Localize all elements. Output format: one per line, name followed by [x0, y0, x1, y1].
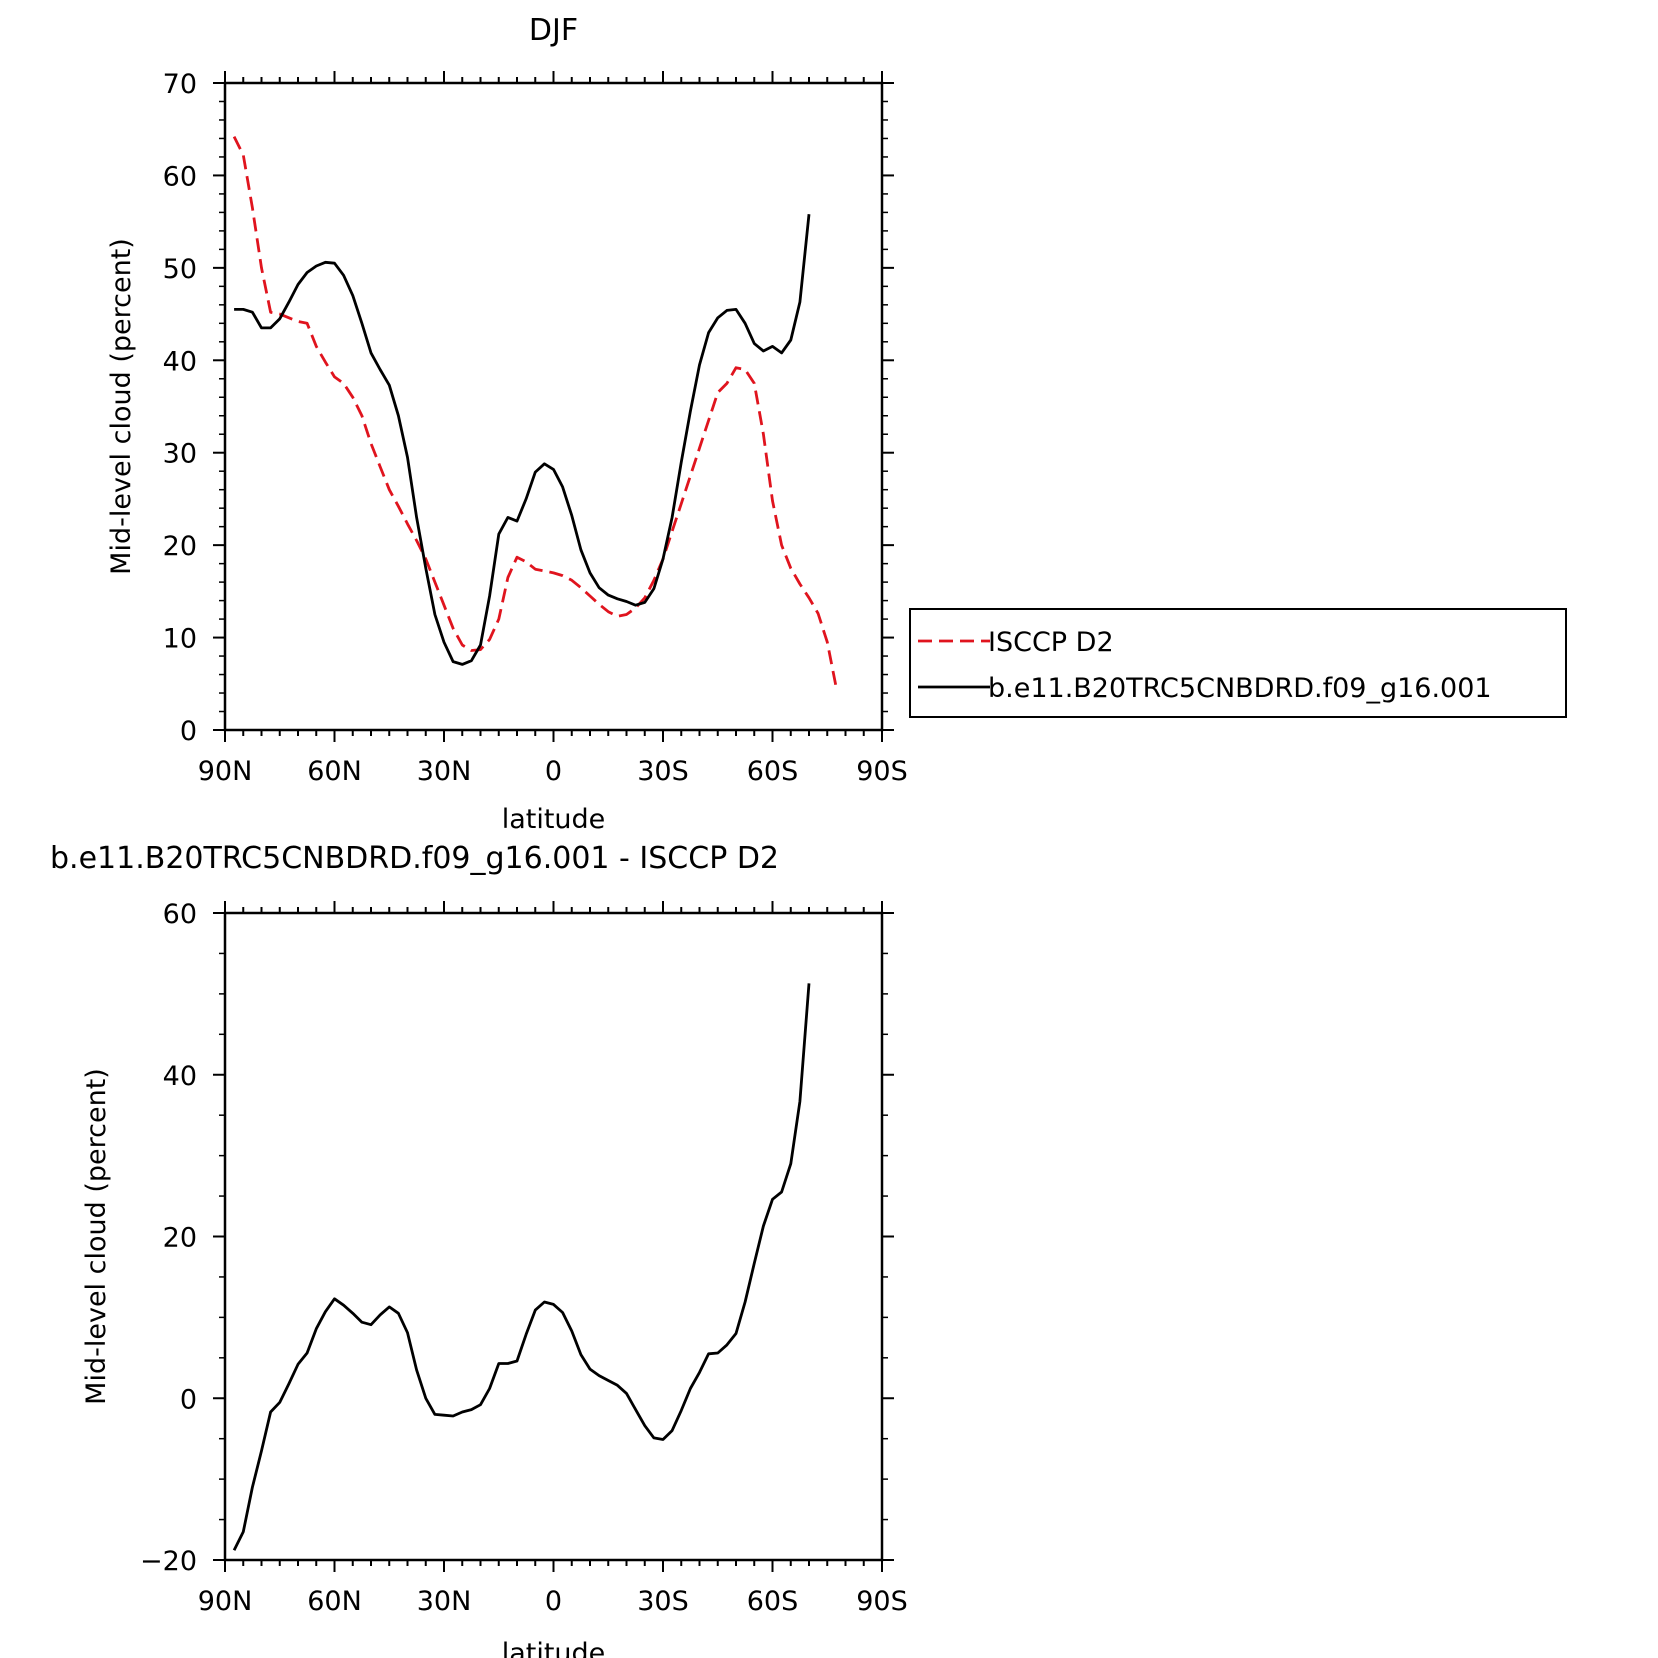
y-tick-label: 0: [180, 1384, 197, 1415]
y-tick-label: 0: [180, 716, 197, 747]
series-line-1: [232, 983, 811, 1551]
x-tick-label: 30N: [417, 756, 472, 787]
x-tick-label: 90N: [198, 756, 253, 787]
y-tick-label: 20: [163, 1223, 197, 1254]
x-tick-label: 0: [545, 1586, 562, 1617]
x-tick-label: 90S: [856, 756, 908, 787]
legend-label-2: b.e11.B20TRC5CNBDRD.f09_g16.001: [988, 673, 1492, 704]
y-tick-label: 60: [163, 161, 197, 192]
plot-frame: [223, 911, 884, 1562]
x-axis-label: latitude: [502, 1638, 606, 1658]
y-tick-label: −20: [140, 1546, 197, 1577]
x-tick-label: 60N: [307, 756, 362, 787]
y-tick-label: 70: [163, 69, 197, 100]
x-tick-label: 60S: [747, 756, 799, 787]
x-tick-label: 30N: [417, 1586, 472, 1617]
y-axis-label: Mid-level cloud (percent): [81, 1068, 112, 1405]
series-line-1: [232, 135, 838, 689]
x-tick-label: 0: [545, 756, 562, 787]
y-tick-label: 40: [163, 1061, 197, 1092]
legend-label-1: ISCCP D2: [988, 627, 1114, 658]
y-tick-label: 10: [163, 624, 197, 655]
x-tick-label: 30S: [637, 1586, 689, 1617]
plot-frame: [223, 81, 884, 732]
x-tick-label: 90S: [856, 1586, 908, 1617]
chart-title: b.e11.B20TRC5CNBDRD.f09_g16.001 - ISCCP …: [50, 841, 779, 876]
x-tick-label: 30S: [637, 756, 689, 787]
y-axis-label: Mid-level cloud (percent): [106, 238, 137, 575]
y-tick-label: 60: [163, 899, 197, 930]
chart-title: DJF: [529, 13, 578, 48]
y-tick-label: 50: [163, 254, 197, 285]
x-tick-label: 60N: [307, 1586, 362, 1617]
x-tick-label: 60S: [747, 1586, 799, 1617]
y-tick-label: 40: [163, 346, 197, 377]
chart-2: b.e11.B20TRC5CNBDRD.f09_g16.001 - ISCCP …: [50, 841, 908, 1658]
series-line-2: [234, 214, 811, 666]
x-tick-label: 90N: [198, 1586, 253, 1617]
y-tick-label: 30: [163, 439, 197, 470]
legend: ISCCP D2 b.e11.B20TRC5CNBDRD.f09_g16.001: [909, 608, 1567, 718]
x-axis-label: latitude: [502, 804, 606, 835]
y-tick-label: 20: [163, 531, 197, 562]
chart-1: DJF 90N 60N 30N 0 30S 60S 90S 0 10 20 30 40 50 60 70 lat…: [106, 13, 1567, 835]
legend-box: [909, 608, 1567, 718]
